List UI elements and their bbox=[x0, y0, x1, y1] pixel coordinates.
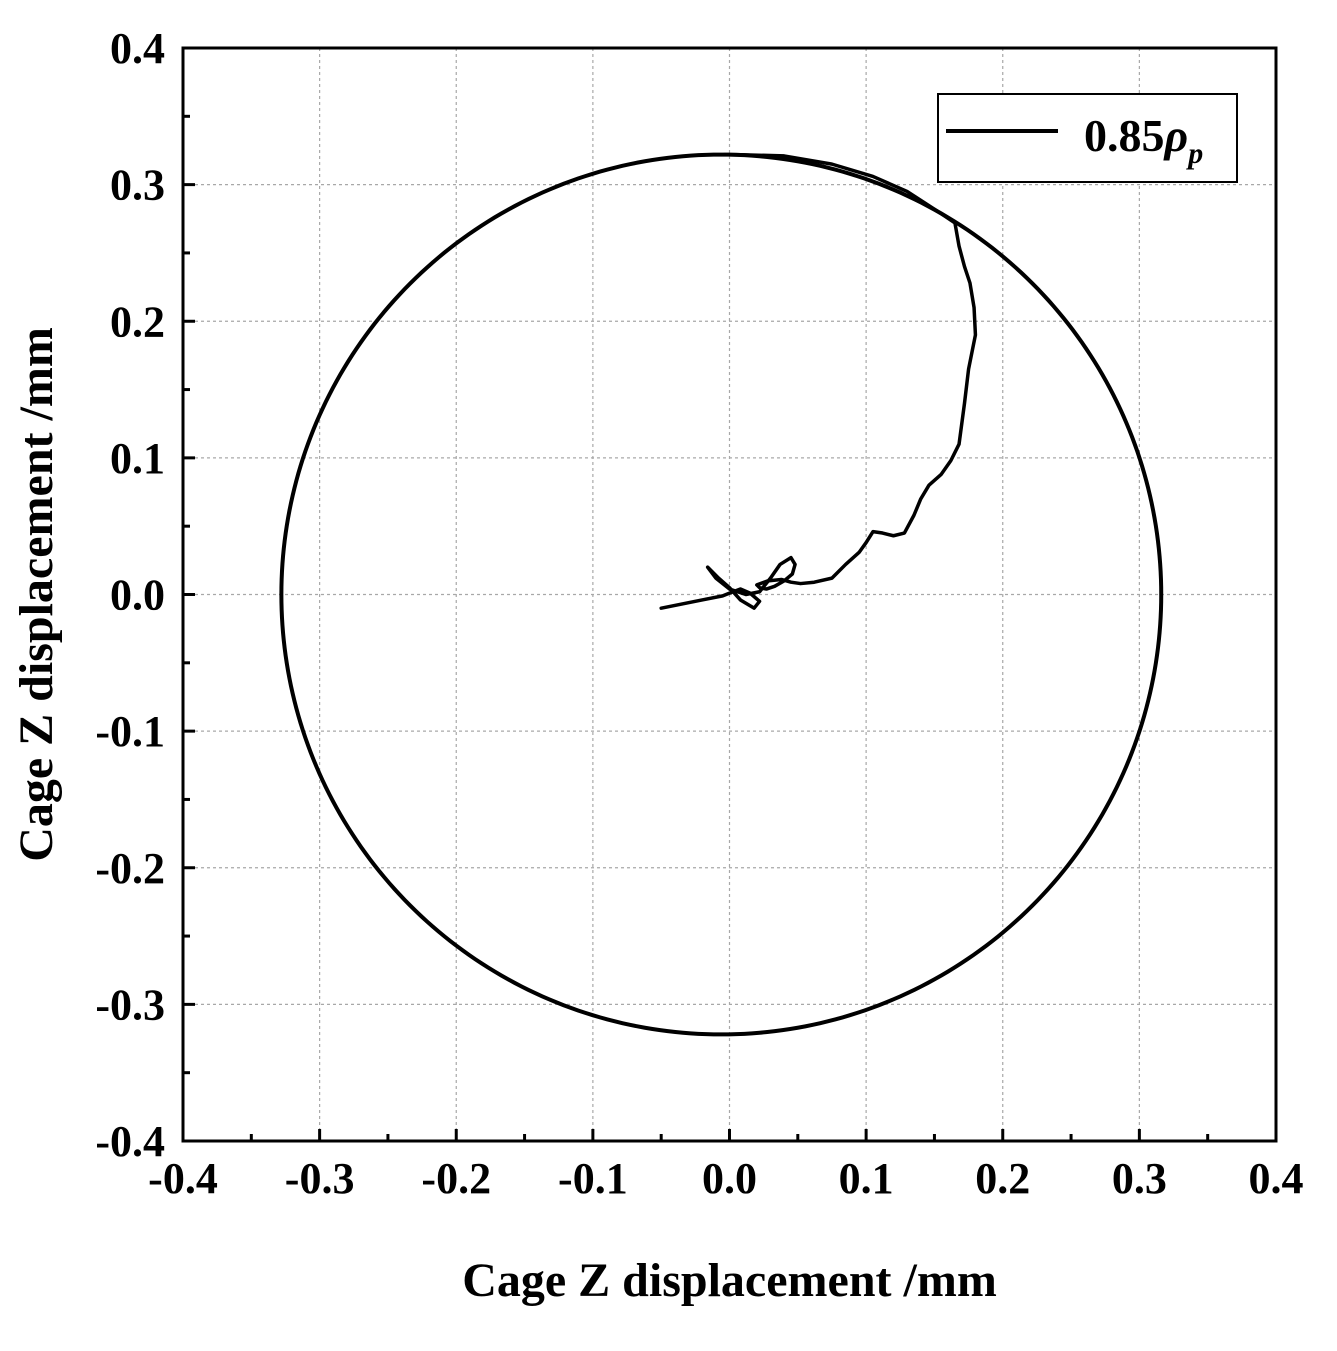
x-tick-label: 0.0 bbox=[702, 1154, 757, 1203]
legend-entry-symbol: ρ bbox=[1163, 110, 1189, 161]
x-tick-labels: -0.4 -0.3 -0.2 -0.1 0.0 0.1 0.2 0.3 0.4 bbox=[148, 1154, 1303, 1203]
x-tick-label: -0.3 bbox=[285, 1154, 355, 1203]
x-tick-label: -0.2 bbox=[421, 1154, 491, 1203]
y-tick-label: 0.4 bbox=[110, 24, 165, 73]
x-tick-label: -0.1 bbox=[558, 1154, 628, 1203]
y-tick-labels: -0.4 -0.3 -0.2 -0.1 0.0 0.1 0.2 0.3 0.4 bbox=[95, 24, 165, 1166]
x-axis-title: Cage Z displacement /mm bbox=[462, 1254, 997, 1307]
series-line-0 bbox=[659, 152, 978, 610]
legend-entry-label: 0.85ρp bbox=[1084, 110, 1203, 170]
x-tick-label: 0.2 bbox=[975, 1154, 1030, 1203]
x-tick-label: 0.4 bbox=[1249, 1154, 1304, 1203]
legend-box bbox=[937, 93, 1238, 183]
y-tick-label: -0.3 bbox=[95, 980, 165, 1029]
y-tick-label: -0.1 bbox=[95, 707, 165, 756]
x-tick-label: -0.4 bbox=[148, 1154, 218, 1203]
x-tick-label: 0.1 bbox=[839, 1154, 894, 1203]
legend-entry-base: 0.85 bbox=[1084, 110, 1165, 161]
y-axis-title: Cage Z displacement /mm bbox=[10, 327, 63, 862]
y-tick-label: 0.1 bbox=[110, 434, 165, 483]
y-tick-label: -0.4 bbox=[95, 1117, 165, 1166]
x-tick-label: 0.3 bbox=[1112, 1154, 1167, 1203]
legend-entry-subscript: p bbox=[1185, 137, 1203, 170]
y-tick-label: 0.3 bbox=[110, 161, 165, 210]
legend: 0.85ρp bbox=[937, 93, 1238, 183]
grid-lines bbox=[183, 48, 1276, 1141]
y-tick-label: -0.2 bbox=[95, 844, 165, 893]
data-layer bbox=[279, 152, 1164, 1037]
y-tick-label: 0.2 bbox=[110, 297, 165, 346]
y-tick-label: 0.0 bbox=[110, 571, 165, 620]
plot-frame bbox=[181, 46, 1278, 1143]
